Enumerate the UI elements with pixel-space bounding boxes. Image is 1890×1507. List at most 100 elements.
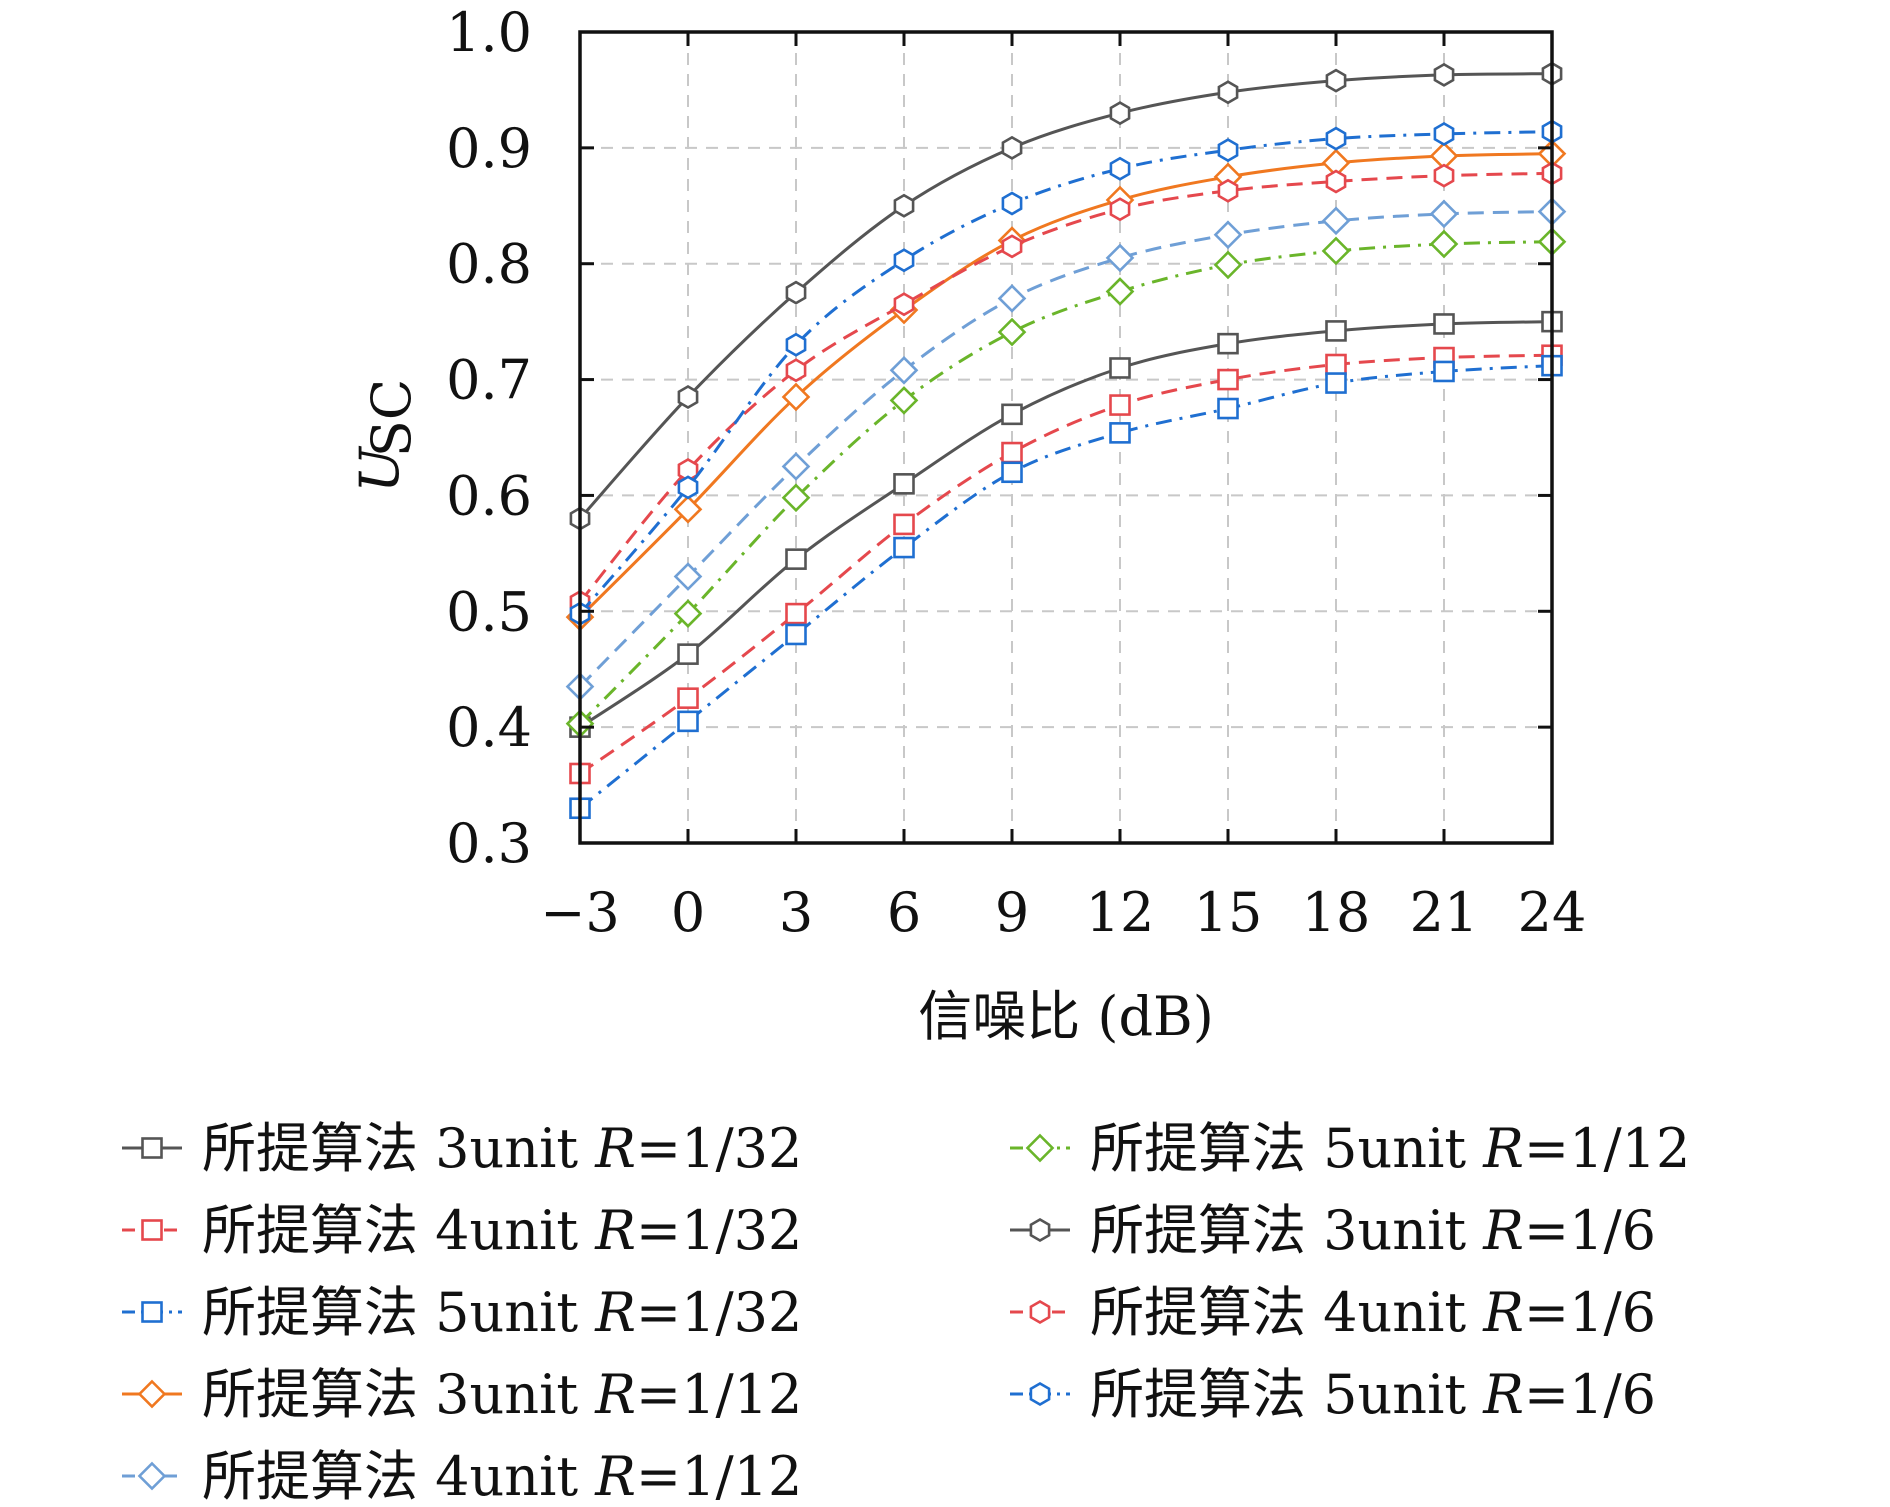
- legend-label-r: R: [1482, 1199, 1524, 1262]
- data-point: [1109, 197, 1131, 222]
- data-point: [1001, 191, 1023, 216]
- y-tick-label: 0.7: [446, 349, 532, 412]
- data-point: [893, 292, 915, 317]
- data-point: [677, 643, 699, 665]
- data-point: [1213, 220, 1243, 250]
- legend-label: 所提算法 3unit R=1/12: [202, 1363, 802, 1426]
- series-8: [569, 161, 1563, 615]
- legend-marker: [1029, 1299, 1051, 1325]
- legend-label-r: R: [594, 1199, 636, 1262]
- data-point: [893, 248, 915, 273]
- series-line: [579, 353, 1553, 775]
- data-point: [1217, 368, 1239, 391]
- y-axis-title-sub: SC: [360, 379, 423, 457]
- legend-label-text: 所提算法 5unit: [1090, 1117, 1483, 1180]
- legend-label: 所提算法 3unit R=1/32: [202, 1117, 802, 1180]
- data-point: [893, 536, 915, 559]
- x-axis-title: 信噪比 (dB): [918, 985, 1214, 1048]
- data-point: [677, 384, 699, 409]
- legend-marker: [141, 1219, 163, 1241]
- legend-label: 所提算法 4unit R=1/32: [202, 1199, 802, 1262]
- data-point: [1325, 169, 1347, 194]
- data-point: [1001, 135, 1023, 160]
- y-tick-label: 0.5: [446, 580, 532, 643]
- data-point: [677, 687, 699, 709]
- legend-label-text: 所提算法 3unit: [202, 1363, 595, 1426]
- x-tick-label: 24: [1518, 881, 1587, 944]
- x-tick-label: 15: [1194, 881, 1263, 944]
- data-point: [1325, 372, 1347, 394]
- legend-label-text: 所提算法 5unit: [202, 1281, 595, 1344]
- data-point: [889, 355, 919, 385]
- series-line: [579, 364, 1553, 810]
- x-tick-label: 21: [1410, 881, 1479, 944]
- data-point: [1433, 121, 1455, 146]
- data-point: [1325, 126, 1347, 151]
- data-point: [1213, 250, 1243, 280]
- legend-marker: [137, 1379, 167, 1409]
- data-point: [785, 280, 807, 305]
- legend-label-text: 所提算法 3unit: [202, 1117, 595, 1180]
- data-point: [1429, 199, 1459, 229]
- data-point: [785, 332, 807, 357]
- data-point: [781, 382, 811, 412]
- legend-label-text: 所提算法 3unit: [1090, 1199, 1483, 1262]
- legend-item-1: 所提算法 3unit R=1/32: [122, 1117, 802, 1180]
- legend-label-text: 所提算法 4unit: [202, 1445, 595, 1507]
- legend-label-value: =1/6: [1524, 1363, 1656, 1426]
- series-layer: [565, 61, 1567, 820]
- y-axis-title-main: U: [348, 446, 411, 493]
- legend-label-value: =1/6: [1524, 1199, 1656, 1262]
- data-point: [1105, 277, 1135, 306]
- series-line: [579, 320, 1553, 729]
- tick-layer: −3 0 3 6 9 12 15 18 21 24 0.3 0.4 0.5 0.6 0.7 0.8 0.9 1.0: [446, 1, 1586, 944]
- data-point: [1321, 236, 1351, 266]
- legend-label-text: 所提算法 5unit: [1090, 1363, 1483, 1426]
- legend-item-8: 所提算法 4unit R=1/6: [1010, 1281, 1656, 1344]
- legend-marker: [1025, 1133, 1055, 1163]
- data-point: [1217, 80, 1239, 105]
- legend-label-r: R: [1482, 1363, 1524, 1426]
- series-line: [578, 210, 1553, 688]
- legend-marker: [1029, 1381, 1051, 1407]
- plot-frame: [578, 30, 1554, 845]
- data-point: [1325, 320, 1347, 342]
- data-point: [673, 599, 703, 628]
- y-tick-label: 0.3: [446, 812, 532, 875]
- series-line: [578, 130, 1553, 615]
- data-point: [1429, 229, 1459, 259]
- legend-marker: [141, 1137, 163, 1159]
- series-2: [569, 344, 1563, 785]
- series-7: [569, 61, 1563, 531]
- data-point: [1001, 234, 1023, 259]
- legend-item-4: 所提算法 3unit R=1/12: [122, 1363, 802, 1426]
- data-point: [1433, 62, 1455, 87]
- grid-layer: [580, 32, 1552, 843]
- data-point: [893, 513, 915, 536]
- data-point: [997, 317, 1027, 347]
- legend-label-r: R: [594, 1117, 636, 1180]
- legend-label-r: R: [1482, 1117, 1524, 1180]
- legend-label-r: R: [594, 1363, 636, 1426]
- data-point: [1109, 156, 1131, 181]
- data-point: [785, 358, 807, 383]
- series-1: [569, 310, 1563, 738]
- data-point: [1321, 206, 1351, 236]
- legend-label-r: R: [594, 1281, 636, 1344]
- data-point: [1325, 353, 1347, 376]
- data-point: [673, 494, 703, 524]
- series-line: [578, 240, 1553, 725]
- y-tick-label: 0.6: [446, 464, 532, 527]
- series-4: [565, 139, 1567, 632]
- data-point: [1217, 178, 1239, 203]
- legend-label-r: R: [594, 1445, 636, 1507]
- legend-marker: [1029, 1217, 1051, 1243]
- series-3: [569, 354, 1563, 820]
- legend-label: 所提算法 5unit R=1/32: [202, 1281, 802, 1344]
- legend-marker: [137, 1461, 167, 1491]
- data-point: [1109, 357, 1131, 379]
- data-point: [1001, 461, 1023, 484]
- series-line: [578, 171, 1553, 603]
